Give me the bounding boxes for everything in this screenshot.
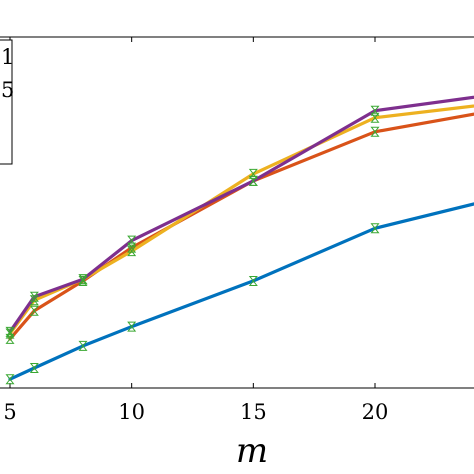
data-point-marker bbox=[5, 374, 15, 385]
data-point-marker bbox=[5, 328, 15, 339]
series-line-3 bbox=[8, 104, 474, 336]
plot-area: 5 10 15 20 bbox=[0, 36, 474, 424]
data-point-marker bbox=[127, 246, 137, 257]
x-tick-label: 10 bbox=[118, 400, 145, 424]
legend-frame bbox=[0, 39, 13, 165]
series-group bbox=[5, 95, 474, 385]
data-point-marker bbox=[127, 235, 137, 246]
series-line-1 bbox=[8, 202, 474, 381]
series-line-4 bbox=[8, 95, 474, 334]
data-point-marker bbox=[127, 321, 137, 332]
legend-entry-1: 1 bbox=[1, 45, 14, 69]
data-point-marker bbox=[370, 112, 380, 123]
x-tick-label: 15 bbox=[240, 400, 267, 424]
data-point-marker bbox=[29, 362, 39, 373]
data-point-marker bbox=[248, 275, 258, 286]
series-line-2 bbox=[8, 112, 474, 341]
data-point-marker bbox=[370, 126, 380, 137]
data-point-marker bbox=[248, 175, 258, 186]
legend-box: 1 5 bbox=[0, 39, 14, 165]
data-point-marker bbox=[5, 326, 15, 337]
data-point-marker bbox=[248, 168, 258, 179]
x-tick-label: 20 bbox=[362, 400, 389, 424]
data-point-marker bbox=[78, 275, 88, 286]
data-point-marker bbox=[78, 274, 88, 285]
legend-entry-2: 5 bbox=[1, 78, 14, 102]
x-tick-label: 5 bbox=[3, 400, 16, 424]
data-point-marker bbox=[370, 223, 380, 234]
data-point-marker bbox=[29, 305, 39, 316]
x-axis-label: m bbox=[236, 431, 268, 471]
data-point-marker bbox=[78, 340, 88, 351]
data-point-marker bbox=[29, 291, 39, 302]
data-point-marker bbox=[370, 105, 380, 116]
